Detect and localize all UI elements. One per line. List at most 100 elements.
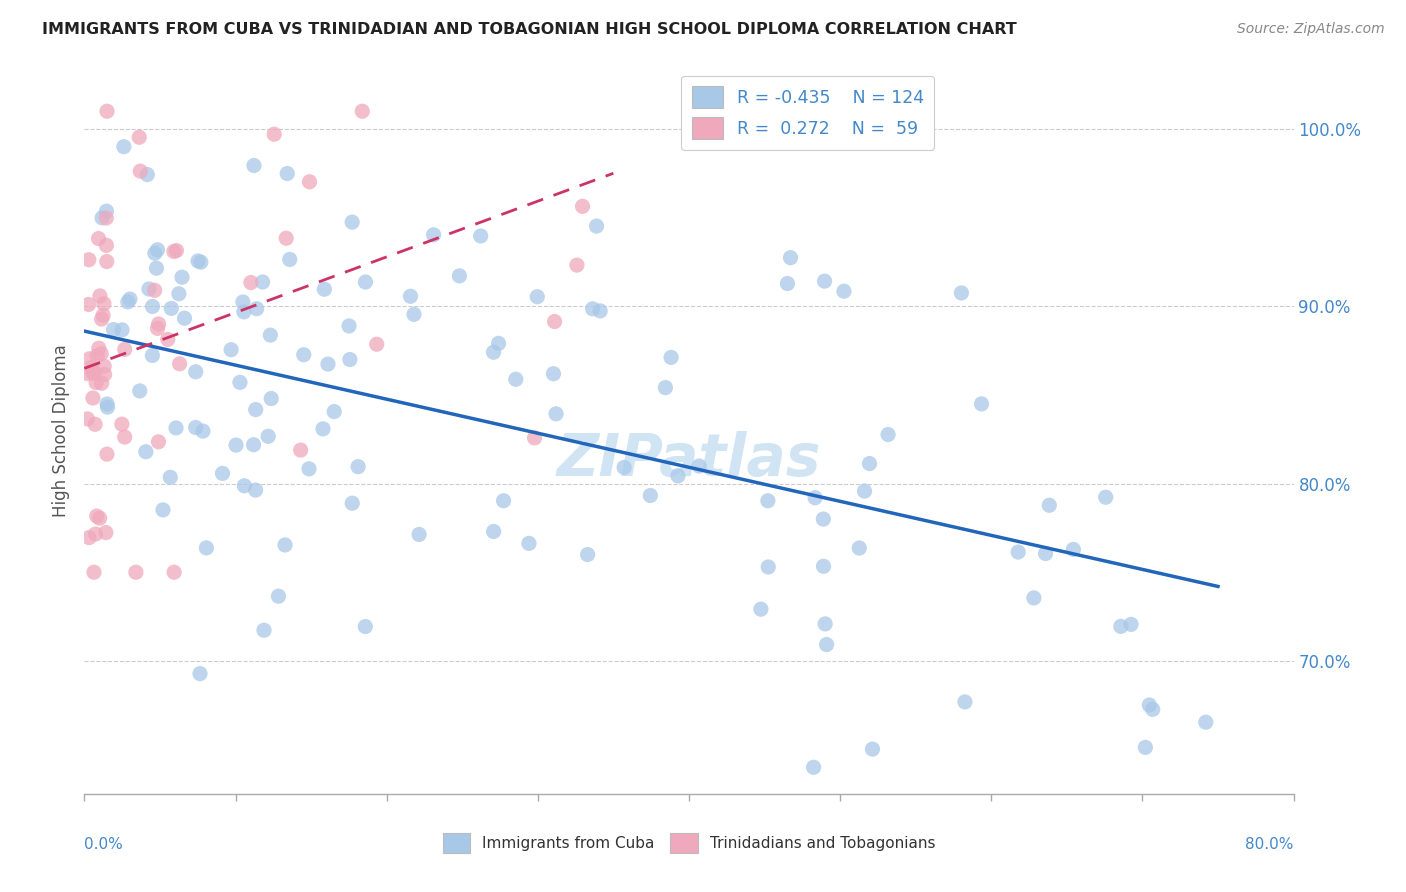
Point — [93, 296, 115, 310]
Point — [219, 343, 242, 357]
Point — [1109, 619, 1132, 633]
Point — [96, 238, 118, 252]
Point — [125, 566, 148, 580]
Point — [832, 285, 855, 299]
Point — [152, 503, 174, 517]
Point — [402, 307, 425, 321]
Point — [146, 243, 169, 257]
Point — [242, 438, 264, 452]
Point — [1038, 498, 1060, 512]
Point — [77, 531, 100, 545]
Point — [565, 258, 588, 272]
Point — [953, 695, 976, 709]
Point — [136, 168, 159, 182]
Point — [803, 760, 825, 774]
Point — [688, 458, 710, 473]
Point — [111, 417, 134, 432]
Point — [1062, 542, 1084, 557]
Point — [84, 417, 107, 432]
Point — [848, 541, 870, 555]
Point — [253, 624, 276, 638]
Point — [399, 289, 422, 303]
Point — [96, 447, 118, 461]
Point — [749, 602, 772, 616]
Point — [146, 321, 169, 335]
Point — [143, 246, 166, 260]
Point — [229, 376, 252, 390]
Point — [117, 294, 139, 309]
Point — [96, 211, 118, 225]
Point — [141, 349, 163, 363]
Point — [84, 527, 107, 541]
Point — [654, 381, 676, 395]
Point — [87, 341, 110, 355]
Point — [245, 402, 267, 417]
Point — [779, 251, 801, 265]
Point — [640, 488, 662, 502]
Point — [77, 297, 100, 311]
Point — [82, 391, 104, 405]
Point — [111, 323, 134, 337]
Point — [776, 277, 799, 291]
Point — [82, 366, 104, 380]
Point — [169, 357, 191, 371]
Point — [187, 254, 209, 268]
Point — [576, 548, 599, 562]
Point — [408, 527, 430, 541]
Point — [950, 285, 973, 300]
Point — [211, 467, 233, 481]
Point — [276, 231, 298, 245]
Point — [114, 343, 136, 357]
Point — [84, 366, 107, 380]
Point — [80, 360, 103, 375]
Point — [813, 559, 835, 574]
Point — [259, 328, 281, 343]
Point — [195, 541, 218, 555]
Point — [93, 359, 115, 374]
Point — [589, 304, 612, 318]
Point — [96, 254, 118, 268]
Point — [96, 400, 118, 414]
Point — [581, 301, 603, 316]
Point — [257, 429, 280, 443]
Point — [571, 199, 593, 213]
Point — [339, 352, 361, 367]
Point — [156, 332, 179, 346]
Point — [853, 484, 876, 499]
Point — [252, 275, 274, 289]
Point — [858, 457, 880, 471]
Point — [90, 376, 112, 391]
Point — [470, 229, 492, 244]
Point — [145, 261, 167, 276]
Point — [76, 367, 98, 381]
Point — [316, 357, 339, 371]
Point — [422, 227, 444, 242]
Point — [135, 444, 157, 458]
Point — [246, 301, 269, 316]
Point — [756, 493, 779, 508]
Point — [163, 566, 186, 580]
Point — [323, 404, 346, 418]
Point — [243, 159, 266, 173]
Point — [188, 666, 211, 681]
Point — [492, 493, 515, 508]
Point — [232, 305, 254, 319]
Point — [239, 276, 262, 290]
Point — [278, 252, 301, 267]
Point — [312, 422, 335, 436]
Point — [166, 244, 188, 258]
Point — [114, 430, 136, 444]
Point — [159, 470, 181, 484]
Point — [276, 167, 298, 181]
Point — [163, 244, 186, 259]
Point — [298, 462, 321, 476]
Point — [167, 286, 190, 301]
Point — [666, 469, 689, 483]
Point — [1119, 617, 1142, 632]
Point — [165, 421, 187, 435]
Point — [184, 420, 207, 434]
Point — [862, 742, 884, 756]
Point — [87, 231, 110, 245]
Point — [292, 348, 315, 362]
Point — [129, 164, 152, 178]
